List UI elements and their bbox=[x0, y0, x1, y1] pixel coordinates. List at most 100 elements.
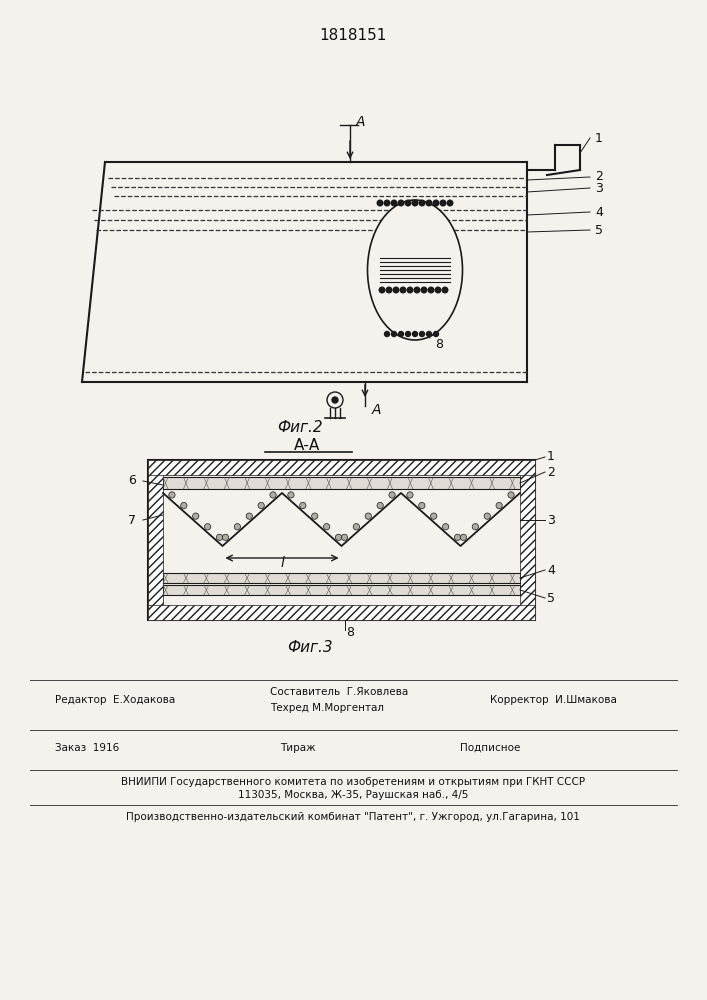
Bar bbox=[148, 460, 535, 475]
Bar bbox=[148, 460, 535, 620]
Text: Корректор  И.Шмакова: Корректор И.Шмакова bbox=[490, 695, 617, 705]
Circle shape bbox=[426, 332, 431, 336]
Circle shape bbox=[270, 492, 276, 498]
Text: 1818151: 1818151 bbox=[320, 27, 387, 42]
Circle shape bbox=[335, 534, 341, 540]
Circle shape bbox=[412, 332, 418, 336]
Circle shape bbox=[407, 287, 413, 293]
Ellipse shape bbox=[368, 200, 462, 340]
Text: ВНИИПИ Государственного комитета по изобретениям и открытиям при ГКНТ СССР: ВНИИПИ Государственного комитета по изоб… bbox=[121, 777, 585, 787]
Bar bbox=[163, 585, 520, 595]
Circle shape bbox=[421, 287, 427, 293]
Circle shape bbox=[400, 287, 406, 293]
Text: 6: 6 bbox=[128, 475, 136, 488]
Circle shape bbox=[386, 287, 392, 293]
Circle shape bbox=[436, 287, 440, 293]
Circle shape bbox=[428, 287, 434, 293]
Circle shape bbox=[389, 492, 395, 498]
Text: Техред М.Моргентал: Техред М.Моргентал bbox=[270, 703, 384, 713]
Circle shape bbox=[379, 287, 385, 293]
Text: 8: 8 bbox=[346, 626, 354, 639]
Circle shape bbox=[192, 513, 199, 519]
Text: 4: 4 bbox=[547, 564, 555, 576]
Text: Заказ  1916: Заказ 1916 bbox=[55, 743, 119, 753]
Circle shape bbox=[460, 534, 467, 540]
Circle shape bbox=[392, 332, 397, 336]
Text: 8: 8 bbox=[435, 338, 443, 351]
Text: Составитель  Г.Яковлева: Составитель Г.Яковлева bbox=[270, 687, 408, 697]
Circle shape bbox=[365, 513, 371, 519]
Circle shape bbox=[324, 524, 329, 530]
Circle shape bbox=[433, 332, 438, 336]
Text: А: А bbox=[372, 403, 382, 417]
Circle shape bbox=[234, 524, 240, 530]
Circle shape bbox=[440, 200, 446, 206]
Circle shape bbox=[448, 200, 452, 206]
Text: 2: 2 bbox=[547, 466, 555, 479]
Circle shape bbox=[300, 502, 306, 509]
Text: Подписное: Подписное bbox=[460, 743, 520, 753]
Circle shape bbox=[341, 534, 348, 540]
Circle shape bbox=[378, 200, 382, 206]
Text: 3: 3 bbox=[595, 182, 603, 194]
Circle shape bbox=[377, 502, 383, 509]
Bar bbox=[148, 605, 535, 620]
Text: Фиг.3: Фиг.3 bbox=[287, 641, 333, 656]
Circle shape bbox=[472, 524, 479, 530]
Circle shape bbox=[433, 200, 439, 206]
Circle shape bbox=[443, 524, 449, 530]
Text: Производственно-издательский комбинат "Патент", г. Ужгород, ул.Гагарина, 101: Производственно-издательский комбинат "П… bbox=[126, 812, 580, 822]
Circle shape bbox=[385, 332, 390, 336]
Circle shape bbox=[484, 513, 491, 519]
Circle shape bbox=[393, 287, 399, 293]
Circle shape bbox=[426, 200, 432, 206]
Bar bbox=[163, 573, 520, 583]
Circle shape bbox=[414, 287, 420, 293]
Circle shape bbox=[222, 534, 228, 540]
Circle shape bbox=[455, 534, 461, 540]
Text: А: А bbox=[356, 115, 366, 129]
Circle shape bbox=[419, 332, 424, 336]
Text: 1: 1 bbox=[547, 450, 555, 464]
Bar bbox=[163, 477, 520, 489]
Text: 4: 4 bbox=[595, 206, 603, 219]
Text: 5: 5 bbox=[547, 591, 555, 604]
Circle shape bbox=[216, 534, 223, 540]
Circle shape bbox=[354, 524, 359, 530]
Circle shape bbox=[406, 332, 411, 336]
Text: 3: 3 bbox=[547, 514, 555, 526]
Circle shape bbox=[288, 492, 294, 498]
Circle shape bbox=[312, 513, 318, 519]
Circle shape bbox=[204, 524, 211, 530]
Circle shape bbox=[181, 502, 187, 509]
Circle shape bbox=[399, 332, 404, 336]
Text: 113035, Москва, Ж-35, Раушская наб., 4/5: 113035, Москва, Ж-35, Раушская наб., 4/5 bbox=[238, 790, 468, 800]
Circle shape bbox=[246, 513, 252, 519]
Circle shape bbox=[407, 492, 413, 498]
Circle shape bbox=[391, 200, 397, 206]
Circle shape bbox=[332, 397, 338, 403]
Circle shape bbox=[442, 287, 448, 293]
Text: А-А: А-А bbox=[294, 438, 320, 452]
Circle shape bbox=[419, 502, 425, 509]
Circle shape bbox=[169, 492, 175, 498]
Bar bbox=[520, 460, 535, 620]
Text: 1: 1 bbox=[595, 131, 603, 144]
Circle shape bbox=[398, 200, 404, 206]
Circle shape bbox=[431, 513, 437, 519]
Bar bbox=[148, 460, 163, 620]
Circle shape bbox=[412, 200, 418, 206]
Text: 5: 5 bbox=[595, 224, 603, 236]
Text: l: l bbox=[280, 556, 284, 570]
Text: Редактор  Е.Ходакова: Редактор Е.Ходакова bbox=[55, 695, 175, 705]
Text: 7: 7 bbox=[128, 514, 136, 526]
Circle shape bbox=[419, 200, 425, 206]
Circle shape bbox=[508, 492, 514, 498]
Text: Тираж: Тираж bbox=[280, 743, 315, 753]
Text: 2: 2 bbox=[595, 170, 603, 184]
Circle shape bbox=[384, 200, 390, 206]
Circle shape bbox=[405, 200, 411, 206]
Circle shape bbox=[496, 502, 502, 509]
Circle shape bbox=[258, 502, 264, 509]
Text: Фиг.2: Фиг.2 bbox=[277, 420, 323, 436]
